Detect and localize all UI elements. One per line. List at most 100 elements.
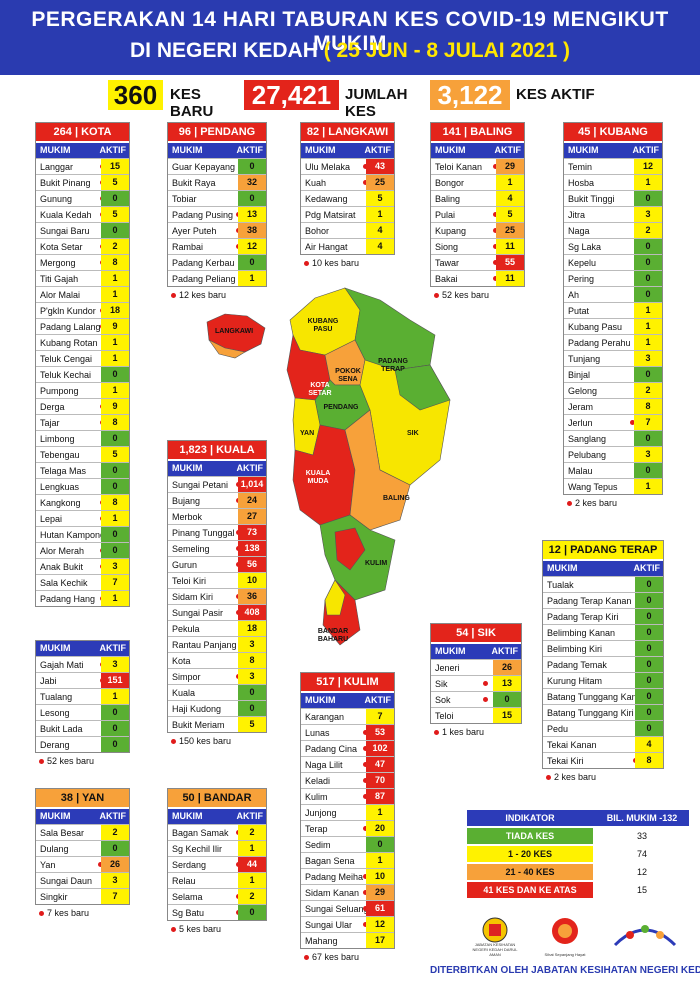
mukim-name: Tajar	[40, 418, 60, 428]
new-case-dot-icon	[363, 874, 368, 879]
footer-publisher: DITERBITKAN OLEH JABATAN KESIHATAN NEGER…	[430, 965, 700, 976]
table-header: MUKIM AKTIF	[543, 561, 663, 576]
active-cases-value: 0	[635, 577, 663, 592]
district-title: 82 | LANGKAWI	[301, 123, 394, 141]
table-row: Naga 2	[564, 222, 662, 238]
table-row: Teloi Kanan 29	[431, 158, 524, 174]
active-cases-value: 1	[366, 853, 394, 868]
active-cases-value: 87	[366, 789, 394, 804]
mukim-name: Dulang	[40, 844, 69, 854]
mukim-name: Pekula	[172, 624, 200, 634]
table-row: Kedawang 5	[301, 190, 394, 206]
active-cases-value: 0	[634, 463, 662, 478]
mukim-name: Padang Terap Kanan	[547, 596, 632, 606]
table-row: Padang Terap Kiri 0	[543, 608, 663, 624]
mukim-name: Gajah Mati	[40, 660, 84, 670]
table-row: Tekai Kanan 4	[543, 736, 663, 752]
active-cases-value: 32	[238, 175, 266, 190]
table-row: Tualang 1	[36, 688, 129, 704]
table-row: Junjong 1	[301, 804, 394, 820]
new-cases-note: 150 kes baru	[171, 736, 231, 746]
table-row: Pulai 5	[431, 206, 524, 222]
header-aktif: AKTIF	[99, 811, 127, 821]
table-row: Relau 1	[168, 872, 266, 888]
district-title: 50 | BANDAR BAHARU	[168, 789, 266, 822]
active-cases-value: 0	[101, 479, 129, 494]
mukim-name: Sidam Kanan	[305, 888, 360, 898]
mukim-name: Merbok	[172, 512, 203, 522]
district-table-pendang: 96 | PENDANG MUKIM AKTIF Guar Kepayang 0 Buki…	[167, 122, 267, 287]
title-line-1: PERGERAKAN 14 HARI TABURAN KES COVID-19 …	[31, 8, 669, 55]
mukim-name: Pering	[568, 274, 595, 284]
new-cases-note: 52 kes baru	[434, 290, 489, 300]
district-case-count: 45	[578, 126, 591, 138]
table-row: Sik 13	[431, 675, 521, 691]
active-cases-value: 25	[366, 175, 394, 190]
map-label-padang-terap: PADANG TERAP	[378, 358, 408, 373]
new-case-dot-icon	[363, 922, 368, 927]
table-row: Sungai Baru 0	[36, 222, 129, 238]
new-case-dot-icon	[363, 762, 368, 767]
new-case-dot-icon	[483, 681, 488, 686]
mukim-name: Semeling	[172, 544, 210, 554]
table-row: Tualak 0	[543, 576, 663, 592]
active-cases-value: 36	[238, 589, 266, 604]
table-row: Alor Malai 1	[36, 286, 129, 302]
stat-new-cases-label: KES BARU	[170, 86, 214, 120]
active-cases-value: 8	[101, 415, 129, 430]
mukim-name: Teluk Kechai	[40, 370, 92, 380]
active-cases-value: 0	[635, 593, 663, 608]
new-cases-note: 52 kes baru	[39, 756, 94, 766]
active-cases-value: 0	[635, 721, 663, 736]
title-separator: |	[590, 126, 600, 138]
new-cases-note: 5 kes baru	[171, 924, 221, 934]
table-row: Derga 9	[36, 398, 129, 414]
table-row: Padang Cina 102	[301, 740, 394, 756]
map-label-langkawi: LANGKAWI	[215, 328, 254, 335]
mukim-name: Alor Merah	[40, 546, 85, 556]
district-table-kota-setar-2: MUKIM AKTIF Gajah Mati 3 Jabi 151 Tualang 1 Leso…	[35, 640, 130, 753]
table-row: Kota Setar 2	[36, 238, 129, 254]
active-cases-value: 1	[238, 873, 266, 888]
kedah-map-svg	[206, 287, 451, 646]
header-mukim: MUKIM	[547, 563, 578, 573]
mukim-name: Rantau Panjang	[172, 640, 237, 650]
active-cases-value: 7	[366, 709, 394, 724]
table-header: MUKIM AKTIF	[36, 809, 129, 824]
legend-header-indicator: INDIKATOR	[505, 813, 555, 823]
table-row: Batang Tunggang Kiri 0	[543, 704, 663, 720]
mukim-name: Air Hangat	[305, 242, 348, 252]
table-header: MUKIM AKTIF	[168, 143, 266, 158]
active-cases-value: 3	[101, 873, 129, 888]
mukim-name: Telaga Mas	[40, 466, 87, 476]
legend-row-mid: 21 - 40 KES 12	[467, 864, 689, 880]
title-region: DI NEGERI KEDAH	[130, 39, 318, 62]
mukim-name: Kangkong	[40, 498, 81, 508]
active-cases-value: 0	[366, 837, 394, 852]
active-cases-value: 38	[238, 223, 266, 238]
active-cases-value: 1	[634, 175, 662, 190]
legend-row-high: 41 KES DAN KE ATAS 15	[467, 882, 689, 898]
active-cases-value: 0	[238, 159, 266, 174]
active-cases-value: 0	[101, 527, 129, 542]
table-row: Sungai Seluang 61	[301, 900, 394, 916]
table-row: Temin 12	[564, 158, 662, 174]
district-table-kubang-pasu: 45 | KUBANG PASUMUKIMAKTIFTemin12Hosba1B…	[563, 122, 663, 495]
mukim-name: Bukit Raya	[172, 178, 216, 188]
district-case-count: 264	[53, 126, 72, 138]
title-dates: ( 25 JUN - 8 JULAI 2021 )	[323, 39, 570, 62]
table-row: Lunas 53	[301, 724, 394, 740]
mukim-name: Kulim	[305, 792, 328, 802]
table-row: Sungai Pasir 408	[168, 604, 266, 620]
table-row: Sungai Ular 12	[301, 916, 394, 932]
district-table-langkawi: 82 | LANGKAWI MUKIM AKTIF Ulu Melaka 43 Kuah 2…	[300, 122, 395, 255]
legend-label: TIADA KES	[467, 828, 593, 844]
table-row: Sidam Kanan 29	[301, 884, 394, 900]
active-cases-value: 8	[101, 255, 129, 270]
mukim-name: Derang	[40, 740, 70, 750]
active-cases-value: 1	[238, 271, 266, 286]
active-cases-value: 3	[101, 559, 129, 574]
district-table-yan: 38 | YAN MUKIM AKTIF Sala Besar 2 Dulang 0 Yan 2…	[35, 788, 130, 905]
active-cases-value: 7	[101, 889, 129, 904]
header-aktif: AKTIF	[99, 145, 127, 155]
